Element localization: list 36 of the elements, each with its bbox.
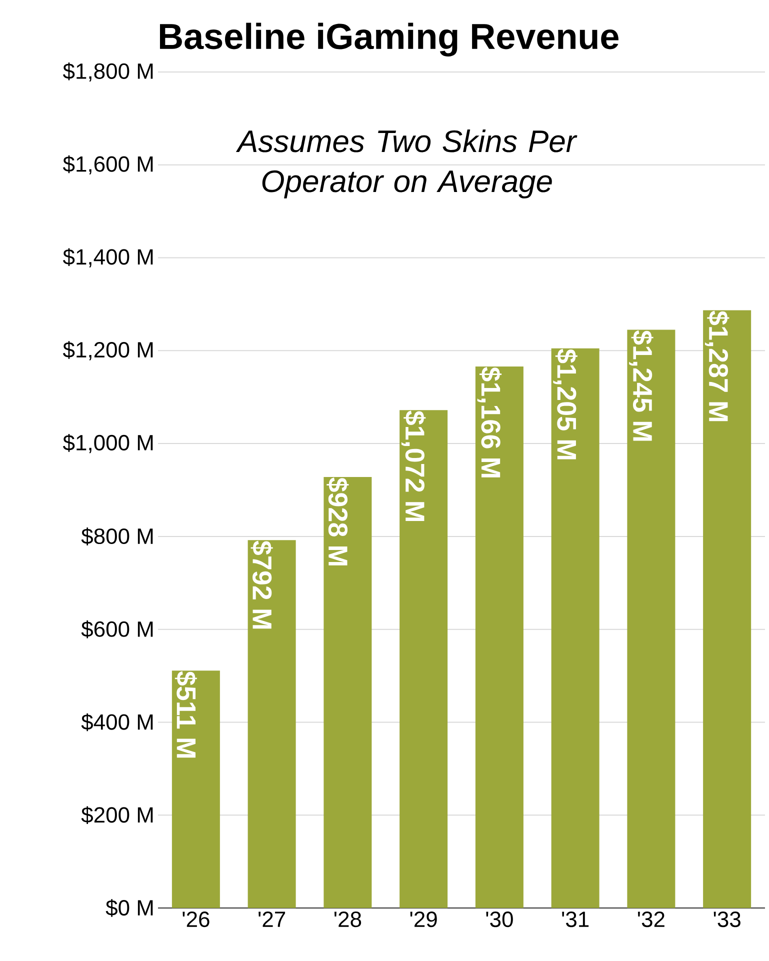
data-label: $1,166 M (477, 367, 502, 478)
x-tick-label: '32 (638, 912, 664, 928)
x-tick-label: '33 (714, 912, 740, 928)
y-tick-label: $200 M (81, 806, 153, 824)
bar (475, 366, 524, 908)
bar (400, 410, 448, 908)
data-label: $511 M (174, 671, 197, 758)
x-tick-label: '26 (182, 912, 210, 928)
chart-title: Baseline iGaming Revenue (160, 22, 618, 56)
bar (248, 540, 296, 908)
y-tick-label: $1,200 M (62, 341, 153, 360)
data-label: $928 M (326, 478, 349, 566)
bar (703, 310, 752, 908)
y-tick-label: $1,400 M (62, 248, 153, 268)
y-tick-label: $1,600 M (62, 155, 153, 174)
y-tick-label: $1,800 M (62, 62, 153, 82)
y-tick-label: $800 M (81, 528, 153, 546)
data-label: $1,245 M (629, 330, 654, 441)
x-tick-label: '29 (410, 912, 437, 928)
y-tick-label: $400 M (81, 713, 153, 732)
x-tick-label: '28 (334, 912, 362, 928)
y-tick-label: $1,000 M (62, 434, 153, 454)
x-tick-label: '30 (486, 912, 513, 928)
data-label: $1,287 M (704, 310, 730, 422)
data-label: $1,205 M (553, 348, 578, 460)
bar (551, 348, 600, 908)
bar (627, 330, 676, 908)
data-label: $1,072 M (401, 410, 426, 522)
y-tick-label: $0 M (106, 899, 153, 917)
bar (172, 670, 220, 908)
x-tick-label: '31 (562, 912, 589, 928)
data-label: $792 M (250, 540, 273, 629)
y-tick-label: $600 M (81, 620, 153, 638)
annotation: Assumes Two Skins Per Operator on Average (236, 130, 578, 198)
x-tick-label: '27 (258, 912, 286, 927)
bar (324, 476, 372, 908)
